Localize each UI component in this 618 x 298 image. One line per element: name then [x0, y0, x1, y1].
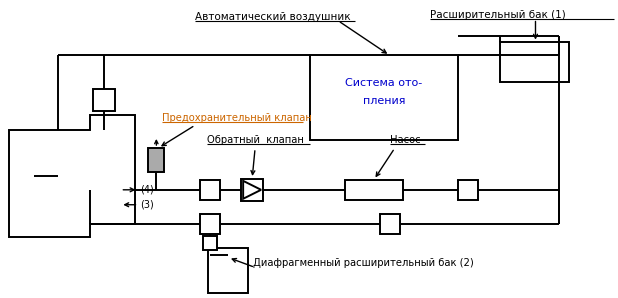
- Bar: [93, 89, 116, 111]
- Text: Предохранительный клапан: Предохранительный клапан: [163, 113, 312, 123]
- Bar: [458, 180, 478, 200]
- Text: Диафрагменный расширительный бак (2): Диафрагменный расширительный бак (2): [253, 258, 474, 268]
- Bar: [345, 180, 403, 200]
- Bar: [208, 248, 248, 293]
- Text: Насос: Насос: [390, 135, 420, 145]
- Bar: [380, 214, 400, 234]
- Bar: [200, 180, 220, 200]
- Text: Автоматический воздушник: Автоматический воздушник: [195, 12, 351, 22]
- Text: (3): (3): [140, 200, 154, 210]
- Bar: [310, 55, 458, 140]
- Polygon shape: [243, 181, 261, 199]
- Bar: [241, 179, 263, 201]
- Text: Система ото-: Система ото-: [345, 78, 423, 88]
- Bar: [148, 148, 164, 172]
- Text: пления: пления: [363, 96, 405, 106]
- Circle shape: [44, 163, 70, 189]
- Bar: [203, 236, 217, 249]
- Polygon shape: [9, 115, 135, 237]
- Bar: [200, 214, 220, 234]
- Text: (4): (4): [140, 185, 154, 195]
- Circle shape: [20, 163, 46, 189]
- Bar: [499, 43, 569, 82]
- Text: Расширительный бак (1): Расширительный бак (1): [430, 10, 565, 20]
- Text: Обратный  клапан: Обратный клапан: [207, 135, 304, 145]
